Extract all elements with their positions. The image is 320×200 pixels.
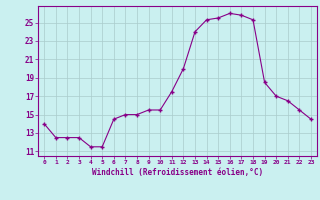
X-axis label: Windchill (Refroidissement éolien,°C): Windchill (Refroidissement éolien,°C): [92, 168, 263, 177]
